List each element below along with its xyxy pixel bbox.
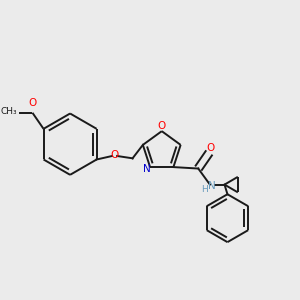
Text: CH₃: CH₃ <box>0 107 17 116</box>
Text: O: O <box>28 98 37 107</box>
Text: H: H <box>201 185 208 194</box>
Text: O: O <box>158 121 166 131</box>
Text: N: N <box>208 182 216 191</box>
Text: O: O <box>207 143 215 153</box>
Text: O: O <box>110 150 118 160</box>
Text: N: N <box>143 164 151 174</box>
